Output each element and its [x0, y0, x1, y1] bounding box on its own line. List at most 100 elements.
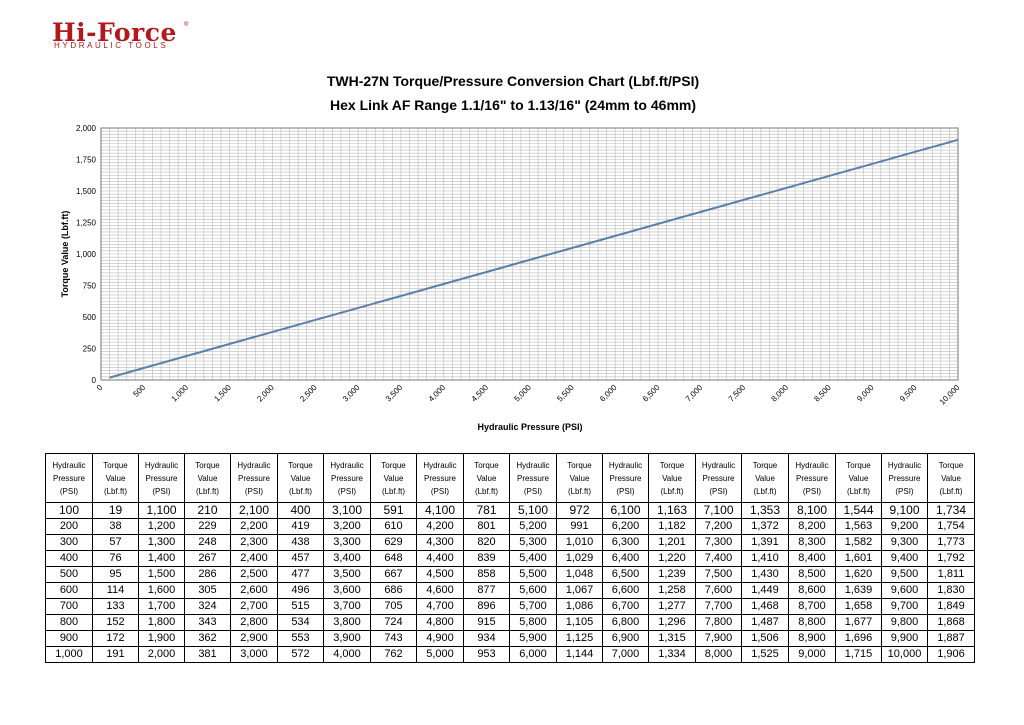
- pressure-cell: 6,200: [602, 518, 649, 535]
- torque-cell: 343: [184, 614, 231, 631]
- header-text: (Lbf.ft): [288, 486, 313, 496]
- torque-cell: 1,220: [648, 550, 696, 567]
- pressure-cell: 4,100: [416, 502, 464, 519]
- pressure-cell: 7,600: [695, 582, 742, 599]
- torque-cell: 820: [463, 534, 510, 551]
- pressure-cell: 5,500: [509, 566, 557, 583]
- pressure-cell: 1,200: [138, 518, 185, 535]
- header-text: (PSI): [59, 486, 79, 496]
- pressure-cell: 300: [45, 534, 93, 551]
- header-text: (Lbf.ft): [567, 486, 592, 496]
- pressure-cell: 3,800: [323, 614, 371, 631]
- pressure-cell: 7,900: [695, 630, 742, 647]
- torque-cell: 1,201: [648, 534, 696, 551]
- torque-cell: 1,086: [556, 598, 603, 615]
- conversion-table: Hydraulic Pressure (PSI) Torque Value (Lbf.ft…: [45, 453, 975, 663]
- header-text: Value: [197, 473, 218, 483]
- torque-cell: 1,468: [741, 598, 789, 615]
- torque-cell: 953: [463, 646, 510, 663]
- torque-cell: 324: [184, 598, 231, 615]
- logo-registered-mark: ®: [184, 22, 189, 28]
- header-text: (PSI): [616, 486, 635, 496]
- x-tick-label: 5,000: [512, 383, 533, 404]
- header-text: Value: [383, 473, 404, 483]
- pressure-cell: 1,800: [138, 614, 185, 631]
- pressure-cell: 4,000: [323, 646, 371, 663]
- x-tick-label: 7,000: [684, 383, 705, 404]
- header-hydraulic-pressure: Hydraulic Pressure (PSI): [138, 453, 185, 503]
- header-text: Torque: [846, 460, 871, 470]
- header-text: Hydraulic: [144, 460, 179, 470]
- torque-cell: 1,773: [927, 534, 975, 551]
- pressure-cell: 8,400: [788, 550, 836, 567]
- pressure-cell: 1,000: [45, 646, 93, 663]
- torque-cell: 1,639: [835, 582, 882, 599]
- pressure-cell: 5,900: [509, 630, 557, 647]
- y-tick-label: 1,500: [76, 187, 97, 196]
- torque-cell: 1,811: [927, 566, 975, 583]
- y-tick-label: 500: [83, 313, 97, 322]
- pressure-cell: 8,200: [788, 518, 836, 535]
- table-header-row: Hydraulic Pressure (PSI) Torque Value (Lbf.ft…: [45, 453, 975, 503]
- torque-cell: 1,754: [927, 518, 975, 535]
- x-tick-label: 1,500: [212, 383, 233, 404]
- header-text: Hydraulic: [608, 460, 643, 470]
- x-axis-ticks: 0 500 1,000 1,500 2,000 2,500 3,000 3,500 4,000 4…: [95, 383, 962, 407]
- header-hydraulic-pressure: Hydraulic Pressure (PSI): [416, 453, 464, 503]
- plot-area-border: [100, 127, 959, 381]
- header-torque-value: Torque Value (Lbf.ft): [277, 453, 324, 503]
- header-hydraulic-pressure: Hydraulic Pressure (PSI): [695, 453, 742, 503]
- header-text: (Lbf.ft): [195, 486, 220, 496]
- torque-cell: 1,868: [927, 614, 975, 631]
- logo-tagline: HYDRAULIC TOOLS: [54, 41, 169, 50]
- torque-cell: 781: [463, 502, 510, 519]
- x-tick-label: 0: [95, 383, 105, 393]
- torque-cell: 1,105: [556, 614, 603, 631]
- header-torque-value: Torque Value (Lbf.ft): [927, 453, 975, 503]
- pressure-cell: 7,000: [602, 646, 649, 663]
- torque-pressure-chart: TWH-27N Torque/Pressure Conversion Chart…: [60, 73, 962, 432]
- pressure-cell: 6,800: [602, 614, 649, 631]
- header-text: Torque: [659, 460, 685, 470]
- torque-cell: 114: [92, 582, 139, 599]
- x-tick-label: 5,500: [555, 383, 576, 404]
- x-tick-label: 1,000: [170, 383, 191, 404]
- x-tick-label: 2,500: [298, 383, 319, 404]
- torque-cell: 1,830: [927, 582, 975, 599]
- header-text: Pressure: [795, 473, 828, 483]
- pressure-cell: 9,500: [881, 566, 928, 583]
- header-torque-value: Torque Value (Lbf.ft): [92, 453, 139, 503]
- torque-cell: 877: [463, 582, 510, 599]
- torque-cell: 610: [370, 518, 417, 535]
- pressure-cell: 2,200: [230, 518, 278, 535]
- header-text: (PSI): [802, 486, 822, 496]
- pressure-cell: 6,100: [602, 502, 649, 519]
- header-text: Pressure: [52, 473, 85, 483]
- torque-cell: 1,048: [556, 566, 603, 583]
- header-text: (PSI): [709, 486, 728, 496]
- torque-cell: 1,506: [741, 630, 789, 647]
- chart-gridlines: [100, 127, 959, 381]
- pressure-cell: 1,400: [138, 550, 185, 567]
- header-text: Hydraulic: [237, 460, 271, 470]
- pressure-cell: 1,900: [138, 630, 185, 647]
- pressure-cell: 5,000: [416, 646, 464, 663]
- pressure-cell: 2,000: [138, 646, 185, 663]
- table-row: 800 152 1,800 343 2,800 534 3,800 724 4,800 915 5,…: [45, 614, 975, 631]
- pressure-cell: 3,600: [323, 582, 371, 599]
- torque-cell: 191: [92, 646, 139, 663]
- header-text: (PSI): [895, 486, 914, 496]
- x-tick-label: 8,500: [812, 383, 833, 404]
- pressure-cell: 7,300: [695, 534, 742, 551]
- torque-cell: 1,620: [835, 566, 882, 583]
- header-text: Pressure: [516, 473, 549, 483]
- torque-cell: 1,239: [648, 566, 696, 583]
- header-hydraulic-pressure: Hydraulic Pressure (PSI): [602, 453, 649, 503]
- header-text: Torque: [474, 460, 499, 470]
- y-tick-label: 0: [92, 376, 97, 385]
- pressure-cell: 5,400: [509, 550, 557, 567]
- header-torque-value: Torque Value (Lbf.ft): [556, 453, 603, 503]
- y-tick-label: 250: [83, 345, 97, 354]
- pressure-cell: 6,700: [602, 598, 649, 615]
- torque-series-line: [109, 138, 959, 379]
